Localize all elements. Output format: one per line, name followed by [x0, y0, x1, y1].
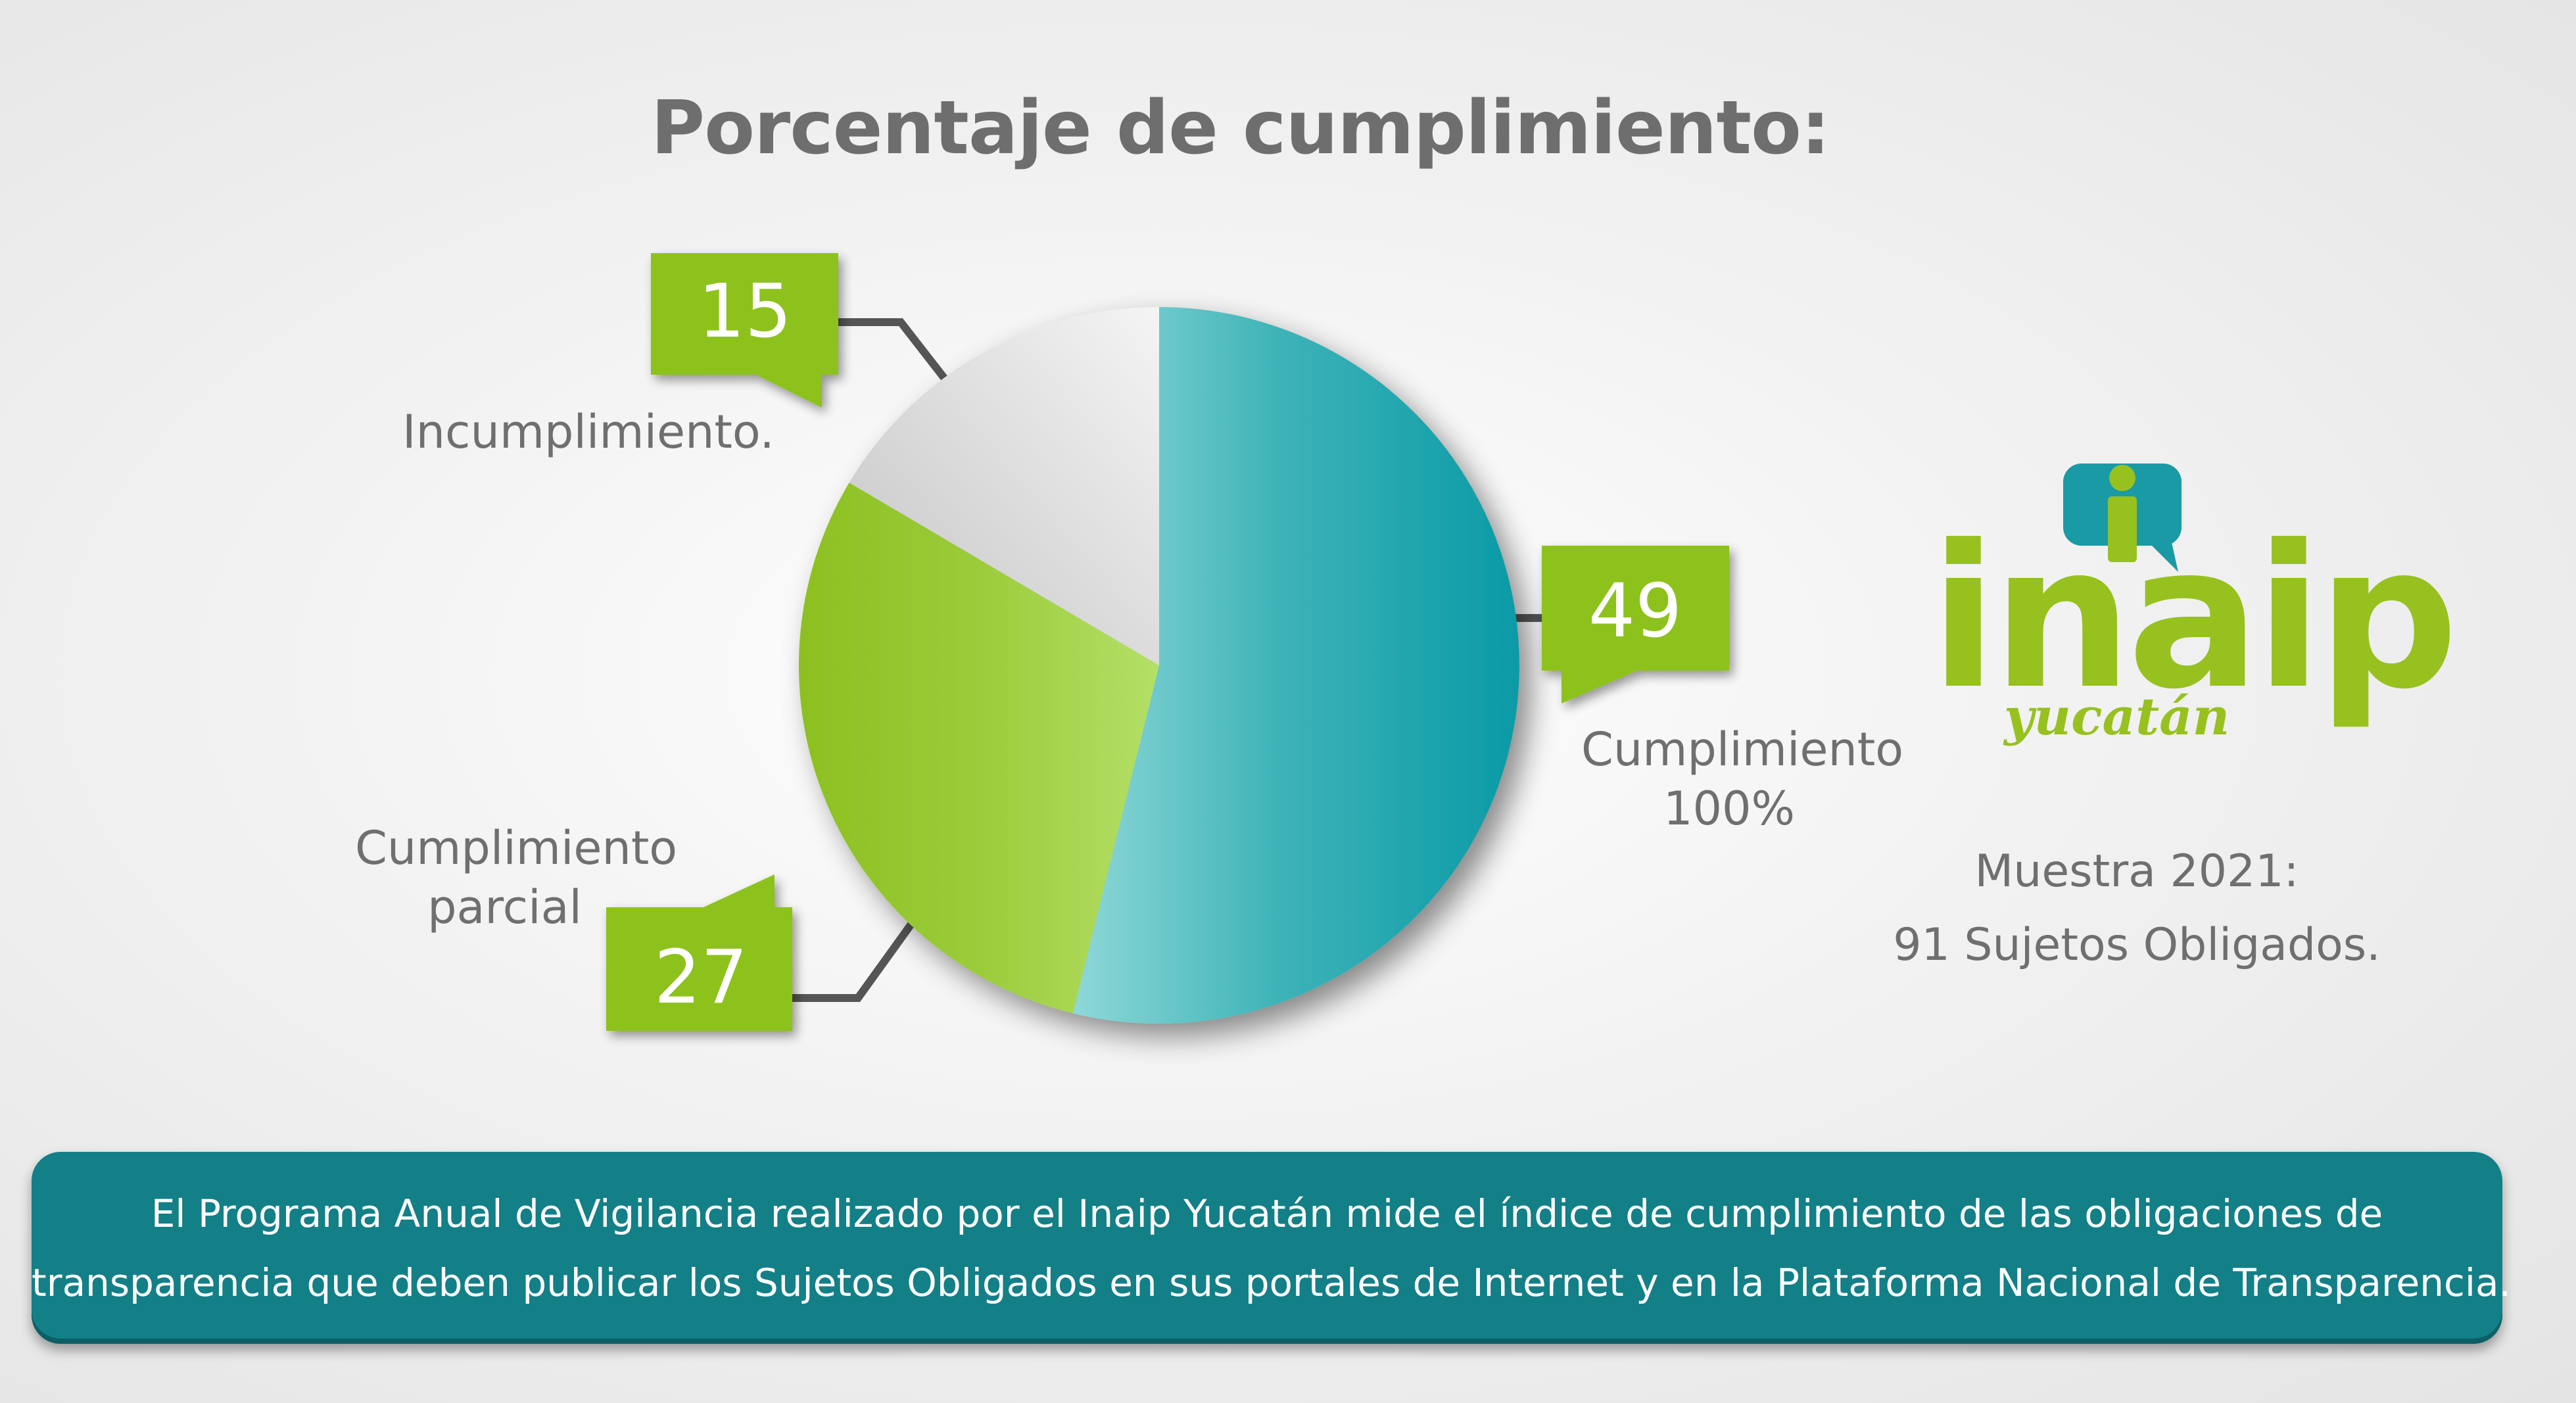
label-line: Incumplimiento. [402, 405, 775, 459]
slice-parcial [798, 483, 1159, 1014]
description-banner: El Programa Anual de Vigilancia realizad… [32, 1152, 2511, 1344]
leader-line-parcial [792, 918, 917, 1002]
value-label-incumplimiento: 15 [698, 269, 792, 354]
value-label-parcial: 27 [654, 935, 748, 1020]
sample-line-1: Muestra 2021: [1974, 845, 2299, 897]
label-line: 100% [1663, 782, 1796, 836]
callout-parcial: 27 [606, 874, 792, 1031]
label-line: Cumplimiento [1581, 723, 1904, 776]
category-label-parcial: Cumplimiento parcial [355, 819, 678, 937]
leader-line-incumplimiento [835, 318, 950, 384]
sample-info: Muestra 2021: 91 Sujetos Obligados. [1841, 835, 2433, 982]
inaip-logo-icon [2063, 464, 2182, 572]
label-line: parcial [427, 880, 582, 934]
category-label-incumplimiento: Incumplimiento. [402, 402, 775, 462]
sample-line-2: 91 Sujetos Obligados. [1893, 919, 2381, 971]
chart-title: Porcentaje de cumplimiento: [651, 85, 1830, 171]
callout-cumplimiento: 49 [1542, 546, 1729, 703]
value-label-cumplimiento: 49 [1588, 569, 1682, 654]
callout-incumplimiento: 15 [651, 253, 838, 408]
slice-incumplimiento [849, 306, 1159, 665]
category-label-cumplimiento: Cumplimiento 100% [1581, 720, 1904, 838]
logo-wordmark: inaip [1930, 503, 2458, 732]
banner-line-1: El Programa Anual de Vigilancia realizad… [151, 1191, 2383, 1236]
slice-cumplimiento [1072, 307, 1519, 1024]
pie-group [798, 306, 1519, 1024]
label-line: Cumplimiento [355, 821, 678, 875]
banner-line-2: transparencia que deben publicar los Suj… [32, 1260, 2511, 1305]
logo-subtitle: yucatán [2004, 687, 2230, 747]
